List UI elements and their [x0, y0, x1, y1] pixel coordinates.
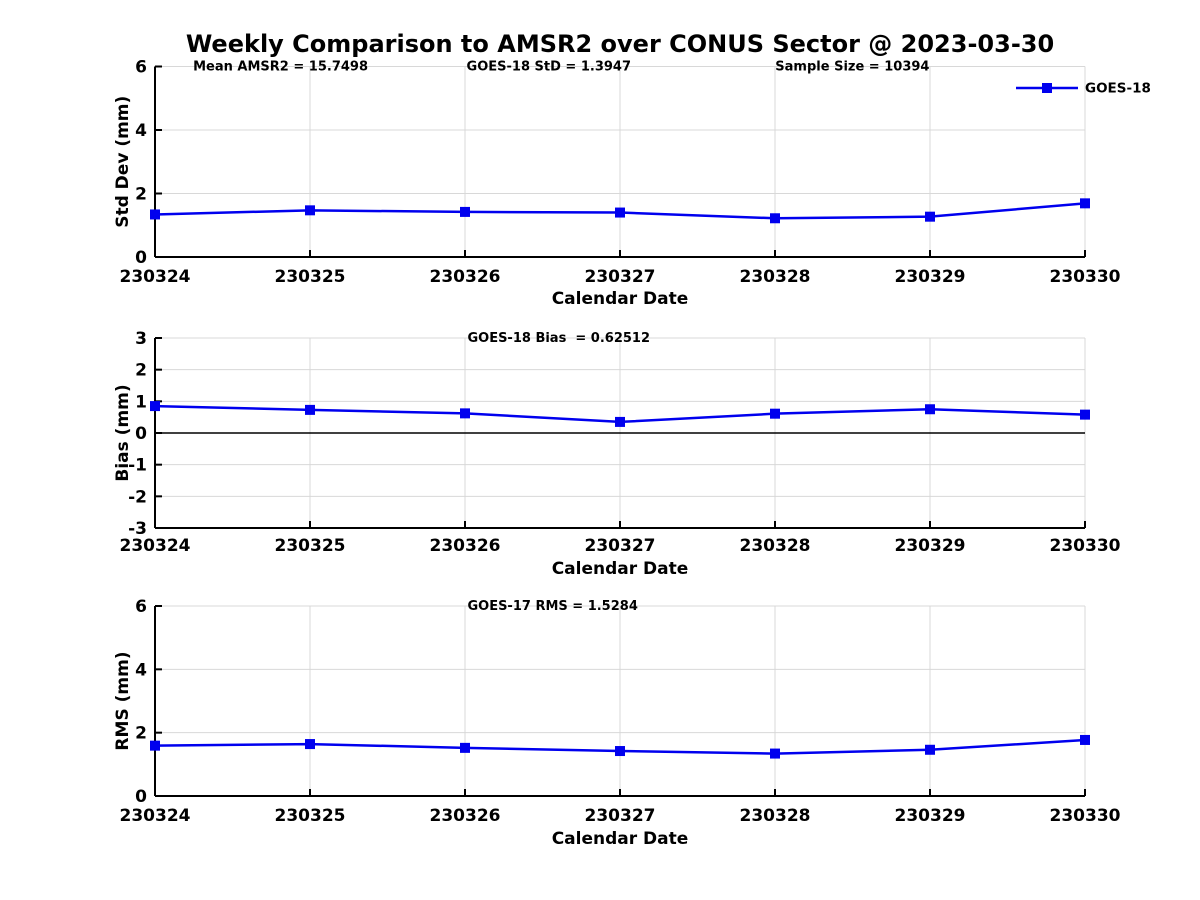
data-point-marker	[150, 740, 160, 751]
x-tick-label: 230330	[1050, 267, 1121, 287]
x-tick-label: 230328	[740, 267, 811, 287]
y-tick-label: 6	[135, 57, 147, 77]
x-tick-label: 230325	[275, 267, 346, 287]
data-point-marker	[305, 404, 315, 415]
x-tick-label: 230324	[120, 536, 191, 556]
y-axis-title: Std Dev (mm)	[113, 96, 133, 228]
y-tick-label: 4	[135, 121, 147, 141]
y-axis-title: RMS (mm)	[113, 651, 133, 750]
x-tick-label: 230325	[275, 536, 346, 556]
y-tick-label: -1	[128, 456, 147, 476]
x-tick-label: 230329	[895, 536, 966, 556]
y-tick-label: -3	[128, 519, 147, 539]
subplot-std-dev: 0 2 4 6 230324 230325 230326 230327 230328 230329…	[113, 57, 1151, 309]
y-tick-label: 2	[135, 361, 147, 381]
data-point-marker	[150, 401, 160, 412]
subplot-bias: -3 -2 -1 0 1 2 3 230324 230325 230326 230327 230328…	[113, 329, 1121, 579]
data-point-marker	[1080, 734, 1090, 745]
annotation: GOES-17 RMS = 1.5284	[467, 599, 637, 614]
x-tick-label: 230328	[740, 806, 811, 826]
x-tick-label: 230327	[585, 806, 656, 826]
y-tick-label: 2	[135, 724, 147, 744]
data-point-marker	[925, 211, 935, 222]
y-tick-label: 2	[135, 184, 147, 204]
annotation: GOES-18 StD = 1.3947	[467, 60, 631, 75]
x-tick-label: 230326	[430, 806, 501, 826]
x-tick-label: 230324	[120, 267, 191, 287]
legend-marker	[1042, 83, 1052, 93]
x-tick-label: 230328	[740, 536, 811, 556]
y-tick-label: 4	[135, 660, 147, 680]
annotation: Sample Size = 10394	[775, 60, 929, 75]
x-tick-label: 230329	[895, 267, 966, 287]
data-point-marker	[305, 205, 315, 216]
x-tick-label: 230330	[1050, 536, 1121, 556]
y-tick-label: 0	[135, 248, 147, 268]
x-tick-label: 230327	[585, 536, 656, 556]
data-point-marker	[150, 209, 160, 220]
y-tick-label: -2	[128, 487, 147, 507]
chart-title: Weekly Comparison to AMSR2 over CONUS Se…	[185, 30, 1055, 58]
x-tick-label: 230330	[1050, 806, 1121, 826]
x-tick-label: 230327	[585, 267, 656, 287]
x-axis-title: Calendar Date	[552, 829, 689, 849]
data-point-marker	[770, 748, 780, 759]
y-axis-title: Bias (mm)	[113, 384, 133, 481]
y-tick-label: 3	[135, 329, 147, 349]
x-tick-label: 230326	[430, 536, 501, 556]
data-point-marker	[770, 408, 780, 419]
data-point-marker	[615, 746, 625, 757]
data-point-marker	[305, 739, 315, 750]
x-axis-title: Calendar Date	[552, 559, 689, 579]
data-point-marker	[460, 408, 470, 419]
x-tick-label: 230326	[430, 267, 501, 287]
data-point-marker	[925, 404, 935, 415]
legend-label: GOES-18	[1085, 81, 1151, 97]
y-tick-label: 1	[135, 392, 147, 412]
x-axis-title: Calendar Date	[552, 289, 689, 309]
data-point-marker	[460, 742, 470, 753]
data-point-marker	[615, 207, 625, 218]
x-tick-label: 230329	[895, 806, 966, 826]
y-tick-label: 0	[135, 787, 147, 807]
subplot-rms: 0 2 4 6 230324 230325 230326 230327 230328 230329…	[113, 597, 1121, 849]
annotation: Mean AMSR2 = 15.7498	[193, 60, 368, 75]
x-tick-label: 230325	[275, 806, 346, 826]
annotation: GOES-18 Bias = 0.62512	[467, 331, 650, 346]
data-point-marker	[1080, 198, 1090, 209]
data-point-marker	[460, 206, 470, 217]
data-point-marker	[770, 213, 780, 224]
y-tick-label: 0	[135, 424, 147, 444]
y-tick-label: 6	[135, 597, 147, 617]
data-point-marker	[925, 744, 935, 755]
data-point-marker	[1080, 409, 1090, 420]
data-point-marker	[615, 416, 625, 427]
x-tick-label: 230324	[120, 806, 191, 826]
legend: GOES-18	[1016, 81, 1151, 97]
